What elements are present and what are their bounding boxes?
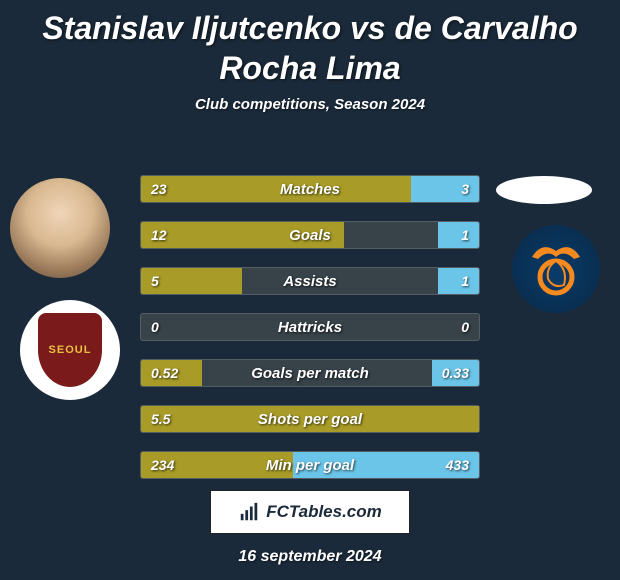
page-title: Stanislav Iljutcenko vs de Carvalho Roch… xyxy=(0,0,620,88)
team-left-crest-inner: SEOUL xyxy=(38,313,102,387)
stats-area: 233Matches 121Goals 51Assists 00Hattricks 0.… xyxy=(140,175,480,497)
stat-row: 233Matches xyxy=(140,175,480,203)
stat-label: Assists xyxy=(141,268,479,294)
stat-label: Shots per goal xyxy=(141,406,479,432)
stat-row: 121Goals xyxy=(140,221,480,249)
stat-row: 5.5Shots per goal xyxy=(140,405,480,433)
subtitle: Club competitions, Season 2024 xyxy=(0,96,620,113)
player-left-avatar xyxy=(10,178,110,278)
stat-row: 51Assists xyxy=(140,267,480,295)
team-right-crest-icon xyxy=(524,237,588,301)
team-left-crest: SEOUL xyxy=(20,300,120,400)
stat-label: Goals per match xyxy=(141,360,479,386)
footer-brand-text: FCTables.com xyxy=(266,502,382,522)
stat-label: Goals xyxy=(141,222,479,248)
footer-brand-badge: FCTables.com xyxy=(210,490,410,534)
stat-row: 234433Min per goal xyxy=(140,451,480,479)
date-text: 16 september 2024 xyxy=(0,548,620,566)
stat-label: Hattricks xyxy=(141,314,479,340)
player-right-placeholder xyxy=(496,176,592,204)
stat-row: 0.520.33Goals per match xyxy=(140,359,480,387)
stat-label: Min per goal xyxy=(141,452,479,478)
stat-row: 00Hattricks xyxy=(140,313,480,341)
stat-label: Matches xyxy=(141,176,479,202)
team-right-crest xyxy=(512,225,600,313)
chart-icon xyxy=(238,501,260,523)
team-left-label: SEOUL xyxy=(49,344,92,356)
